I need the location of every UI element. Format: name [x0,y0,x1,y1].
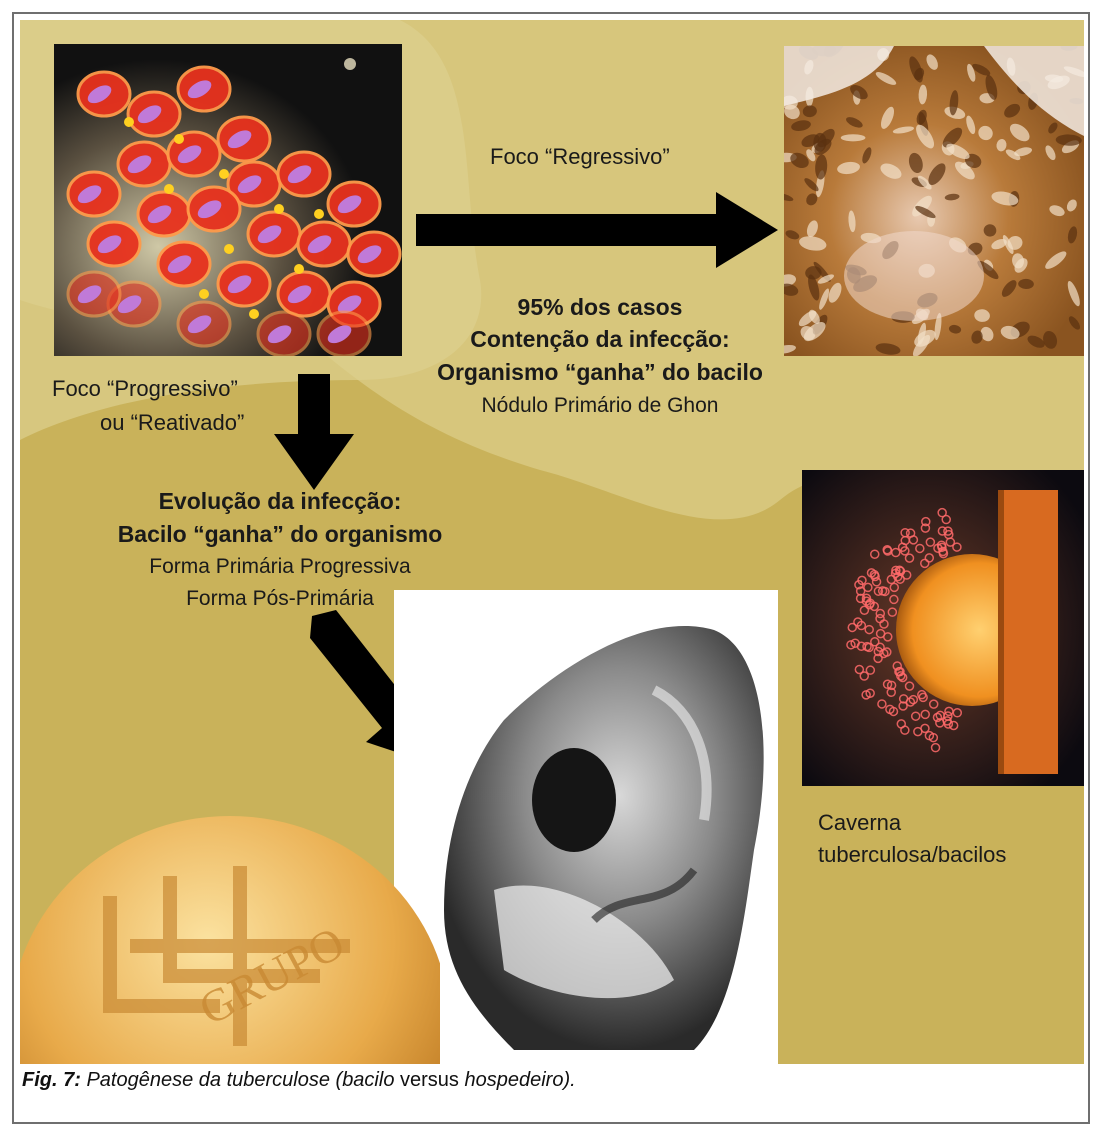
blood-cell [76,70,132,118]
bacillus-dot [274,204,284,214]
primary-progressive-form-label: Forma Primária Progressiva [149,555,411,578]
light-flare [344,58,356,70]
blood-cell [326,180,382,228]
bacillus-wins-label: Bacilo “ganha” do organismo [117,521,443,547]
caption-text-1: Patogênese da tuberculose ( [80,1069,343,1091]
blood-cell [116,140,172,188]
regressive-percent-label: 95% dos casos [517,294,683,320]
blood-cell [216,260,272,308]
blood-cell [156,240,212,288]
bacilli-dots [846,507,963,753]
blood-cell [296,220,352,268]
blood-cell [316,310,372,356]
lung-xray-image [394,590,778,1064]
bacillus-dot [174,134,184,144]
blood-cell [126,90,182,138]
cavern-label-line1: Caverna [818,810,902,835]
grupo-watermark-seal: GRUPO [20,816,440,1064]
blood-cell [176,300,232,348]
evolution-label: Evolução da infecção: [158,488,402,514]
bacillus-dot [224,244,234,254]
caption-text-3: versus [394,1069,465,1091]
progressive-focus-label: Foco “Progressivo” [52,376,238,401]
blood-cell [186,185,242,233]
blood-cell [256,310,312,356]
bacillus-dot [124,117,134,127]
blood-cell [66,270,122,318]
caption-text-4: hospedeiro [464,1069,564,1091]
blood-cell [86,220,142,268]
blood-cell [246,210,302,258]
bacillus-dot [249,309,259,319]
blood-cell [66,170,122,218]
cavern-label-line2: tuberculosa/bacilos [818,842,1007,867]
reactivated-label: ou “Reativado” [100,410,245,435]
blood-cell [276,270,332,318]
bacillus-dot [164,184,174,194]
post-primary-form-label: Forma Pós-Primária [186,587,374,610]
blood-cell [346,230,402,278]
down-arrow [274,374,354,490]
regressive-organism-wins-label: Organismo “ganha” do bacilo [437,359,763,385]
caption-text-5: ). [563,1069,576,1091]
caption-text-2: bacilo [342,1069,395,1091]
blood-cell [136,190,192,238]
figure-caption: Fig. 7: Patogênese da tuberculose (bacil… [22,1069,576,1092]
bacillus-dot [219,169,229,179]
caption-fig-number: Fig. 7: [22,1069,81,1091]
regressive-focus-label: Foco “Regressivo” [490,144,670,169]
regressive-containment-label: Contenção da infecção: [470,326,730,352]
cavern-image [802,470,1084,786]
ghon-nodule-label: Nódulo Primário de Ghon [481,394,719,417]
bacillus-dot [199,289,209,299]
figure-panel: GRUPO Foco “Regressivo” 95% dos casos Co… [20,20,1084,1064]
blood-cells [66,65,402,356]
blood-cell [276,150,332,198]
blood-cells-image [54,44,402,356]
blood-cell [216,115,272,163]
blood-cell [176,65,232,113]
bacillus-dot [294,264,304,274]
right-arrow [416,192,778,268]
tissue-image [784,46,1084,356]
bacillus-dot [314,209,324,219]
